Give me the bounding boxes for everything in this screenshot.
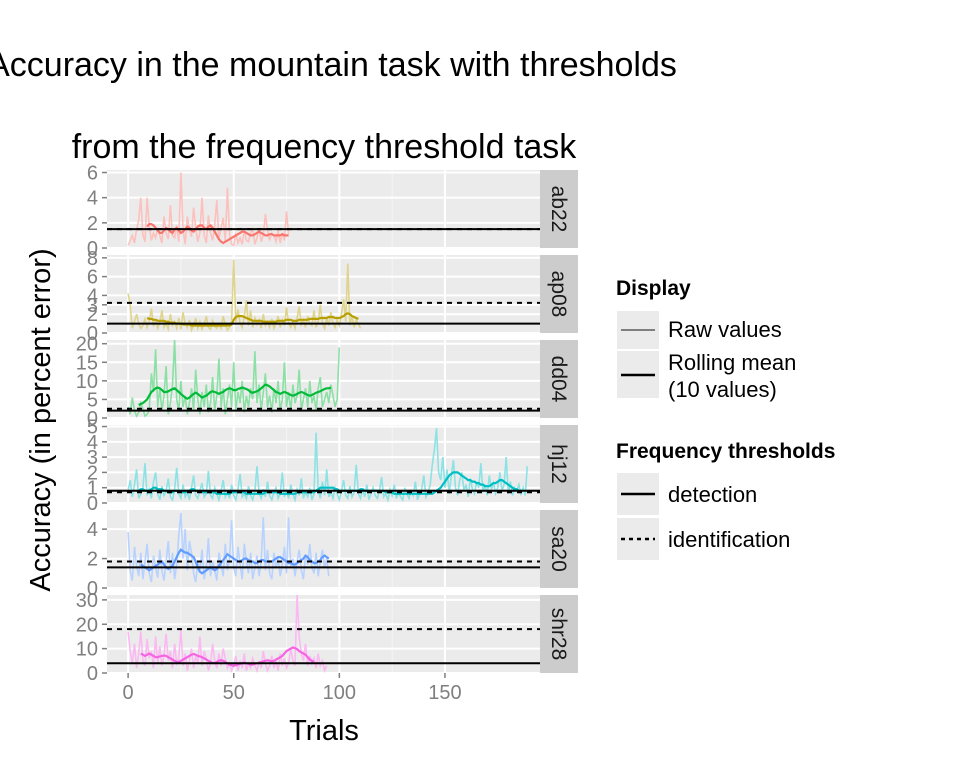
x-tick-label: 150 [428, 682, 461, 704]
y-tick-label: 4 [87, 188, 98, 210]
panel-strip [540, 255, 578, 333]
panel-strip [540, 595, 578, 673]
y-tick-label: 15 [76, 352, 98, 374]
y-tick-label: 2 [87, 304, 98, 326]
panels: ab220246ap08023468dd0405101520hj12012345… [76, 163, 578, 685]
y-tick-label: 30 [76, 590, 98, 612]
strip-label-dd04: dd04 [547, 356, 570, 403]
chart-subtitle: from the frequency threshold task [72, 128, 578, 166]
y-axis-title: Accuracy (in percent error) [25, 248, 57, 591]
y-tick-label: 6 [87, 163, 98, 185]
strip-label-hj12: hj12 [547, 444, 570, 484]
y-tick-label: 10 [76, 371, 98, 393]
rolling-series-sa20 [140, 548, 330, 575]
y-tick-label: 10 [76, 639, 98, 661]
x-tick-label: 100 [323, 682, 356, 704]
legend-label-detection: detection [668, 482, 757, 507]
y-tick-label: 4 [87, 432, 98, 454]
rolling-series-ab22 [146, 223, 289, 245]
raw-series-dd04 [127, 339, 341, 418]
strip-label-ab22: ab22 [547, 186, 570, 233]
y-tick-label: 0 [87, 578, 98, 600]
y-tick-label: 0 [87, 408, 98, 430]
legend-thresholds: Frequency thresholds detection identific… [616, 440, 835, 560]
x-tick-label: 0 [123, 682, 134, 704]
panel-background [107, 340, 540, 418]
rolling-series-hj12 [138, 471, 521, 495]
strip-label-shr28: shr28 [547, 608, 570, 661]
panel-strip [540, 340, 578, 418]
y-tick-label: 4 [87, 285, 98, 307]
legend-thresholds-title: Frequency thresholds [616, 440, 835, 463]
panel-background [107, 595, 540, 673]
y-tick-label: 4 [87, 519, 98, 541]
y-tick-label: 0 [87, 493, 98, 515]
y-tick-label: 0 [87, 663, 98, 685]
raw-series-ab22 [127, 172, 290, 247]
y-tick-label: 3 [87, 447, 98, 469]
panel-background [107, 170, 540, 248]
panel-background [107, 510, 540, 588]
raw-series-hj12 [127, 428, 529, 503]
y-tick-label: 2 [87, 462, 98, 484]
strip-label-sa20: sa20 [547, 526, 570, 572]
chart-title: Accuracy in the mountain task with thres… [0, 46, 677, 84]
y-tick-label: 1 [87, 478, 98, 500]
x-axis: 0 50 100 150 [123, 673, 462, 704]
panel-strip [540, 170, 578, 248]
x-tick-label: 50 [223, 682, 245, 704]
y-tick-label: 0 [87, 323, 98, 345]
legend-label-identification: identification [668, 527, 790, 552]
y-tick-label: 5 [87, 417, 98, 439]
y-tick-label: 8 [87, 248, 98, 270]
y-tick-label: 6 [87, 267, 98, 289]
y-tick-label: 2 [87, 213, 98, 235]
y-tick-label: 5 [87, 389, 98, 411]
panel-ab22: ab22 0 2 4 6 [87, 163, 578, 260]
panel-sa20: sa20 0 2 4 [87, 510, 578, 600]
legend-label-raw: Raw values [668, 317, 782, 342]
strip-label-ap08: ap08 [547, 271, 570, 318]
legend-display-title: Display [616, 277, 691, 300]
y-tick-label: 20 [76, 334, 98, 356]
panel-strip [540, 425, 578, 503]
legend-display: Display Raw values Rolling mean (10 valu… [616, 277, 796, 402]
legend-label-rolling-line2: (10 values) [668, 377, 777, 402]
legend-label-rolling: Rolling mean [668, 350, 796, 375]
y-tick-label: 3 [87, 295, 98, 317]
rolling-series-dd04 [138, 383, 332, 406]
y-tick-label: 2 [87, 549, 98, 571]
x-axis-title: Trials [289, 715, 359, 747]
y-tick-label: 0 [87, 238, 98, 260]
panel-strip [540, 510, 578, 588]
y-tick-label: 20 [76, 614, 98, 636]
